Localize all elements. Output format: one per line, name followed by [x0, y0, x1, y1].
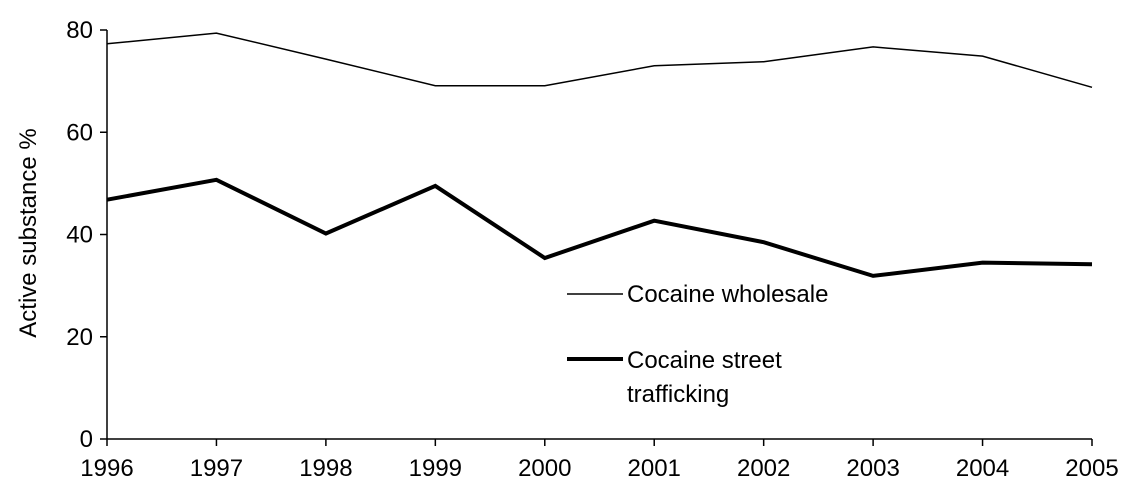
x-tick-label: 2001	[628, 455, 681, 482]
y-tick-label: 80	[66, 17, 93, 44]
y-tick-label: 40	[66, 222, 93, 249]
series-line-cocaine-wholesale	[106, 32, 1093, 89]
legend-label-cocaine-wholesale: Cocaine wholesale	[627, 281, 828, 308]
y-tick-label: 20	[66, 324, 93, 351]
legend-label-cocaine-street-trafficking-line-2: trafficking	[627, 381, 729, 408]
x-tick-label: 2002	[737, 455, 790, 482]
y-axis-title: Active substance %	[15, 128, 42, 337]
x-tick-label: 1997	[190, 455, 243, 482]
legend: Cocaine wholesale Cocaine street traffic…	[567, 281, 828, 408]
legend-label-cocaine-street-trafficking-line-1: Cocaine street	[627, 347, 782, 374]
series-line-cocaine-street-trafficking	[106, 177, 1093, 278]
x-ticks: 1996 1997 1998 1999 2000 2001 2002 2003 2004 2005	[80, 439, 1119, 482]
y-ticks: 0 20 40 60 80	[66, 17, 107, 453]
x-tick-label: 1998	[299, 455, 352, 482]
y-tick-label: 60	[66, 119, 93, 146]
x-tick-label: 1996	[80, 455, 133, 482]
axes: 0 20 40 60 80 1996 1997 1998 1999 2000 2001 2002 20…	[66, 17, 1118, 482]
x-tick-label: 2005	[1065, 455, 1118, 482]
x-tick-label: 2000	[518, 455, 571, 482]
x-tick-label: 2004	[956, 455, 1009, 482]
y-tick-label: 0	[80, 426, 93, 453]
x-tick-label: 2003	[846, 455, 899, 482]
x-tick-label: 1999	[409, 455, 462, 482]
series-layer	[106, 32, 1093, 278]
